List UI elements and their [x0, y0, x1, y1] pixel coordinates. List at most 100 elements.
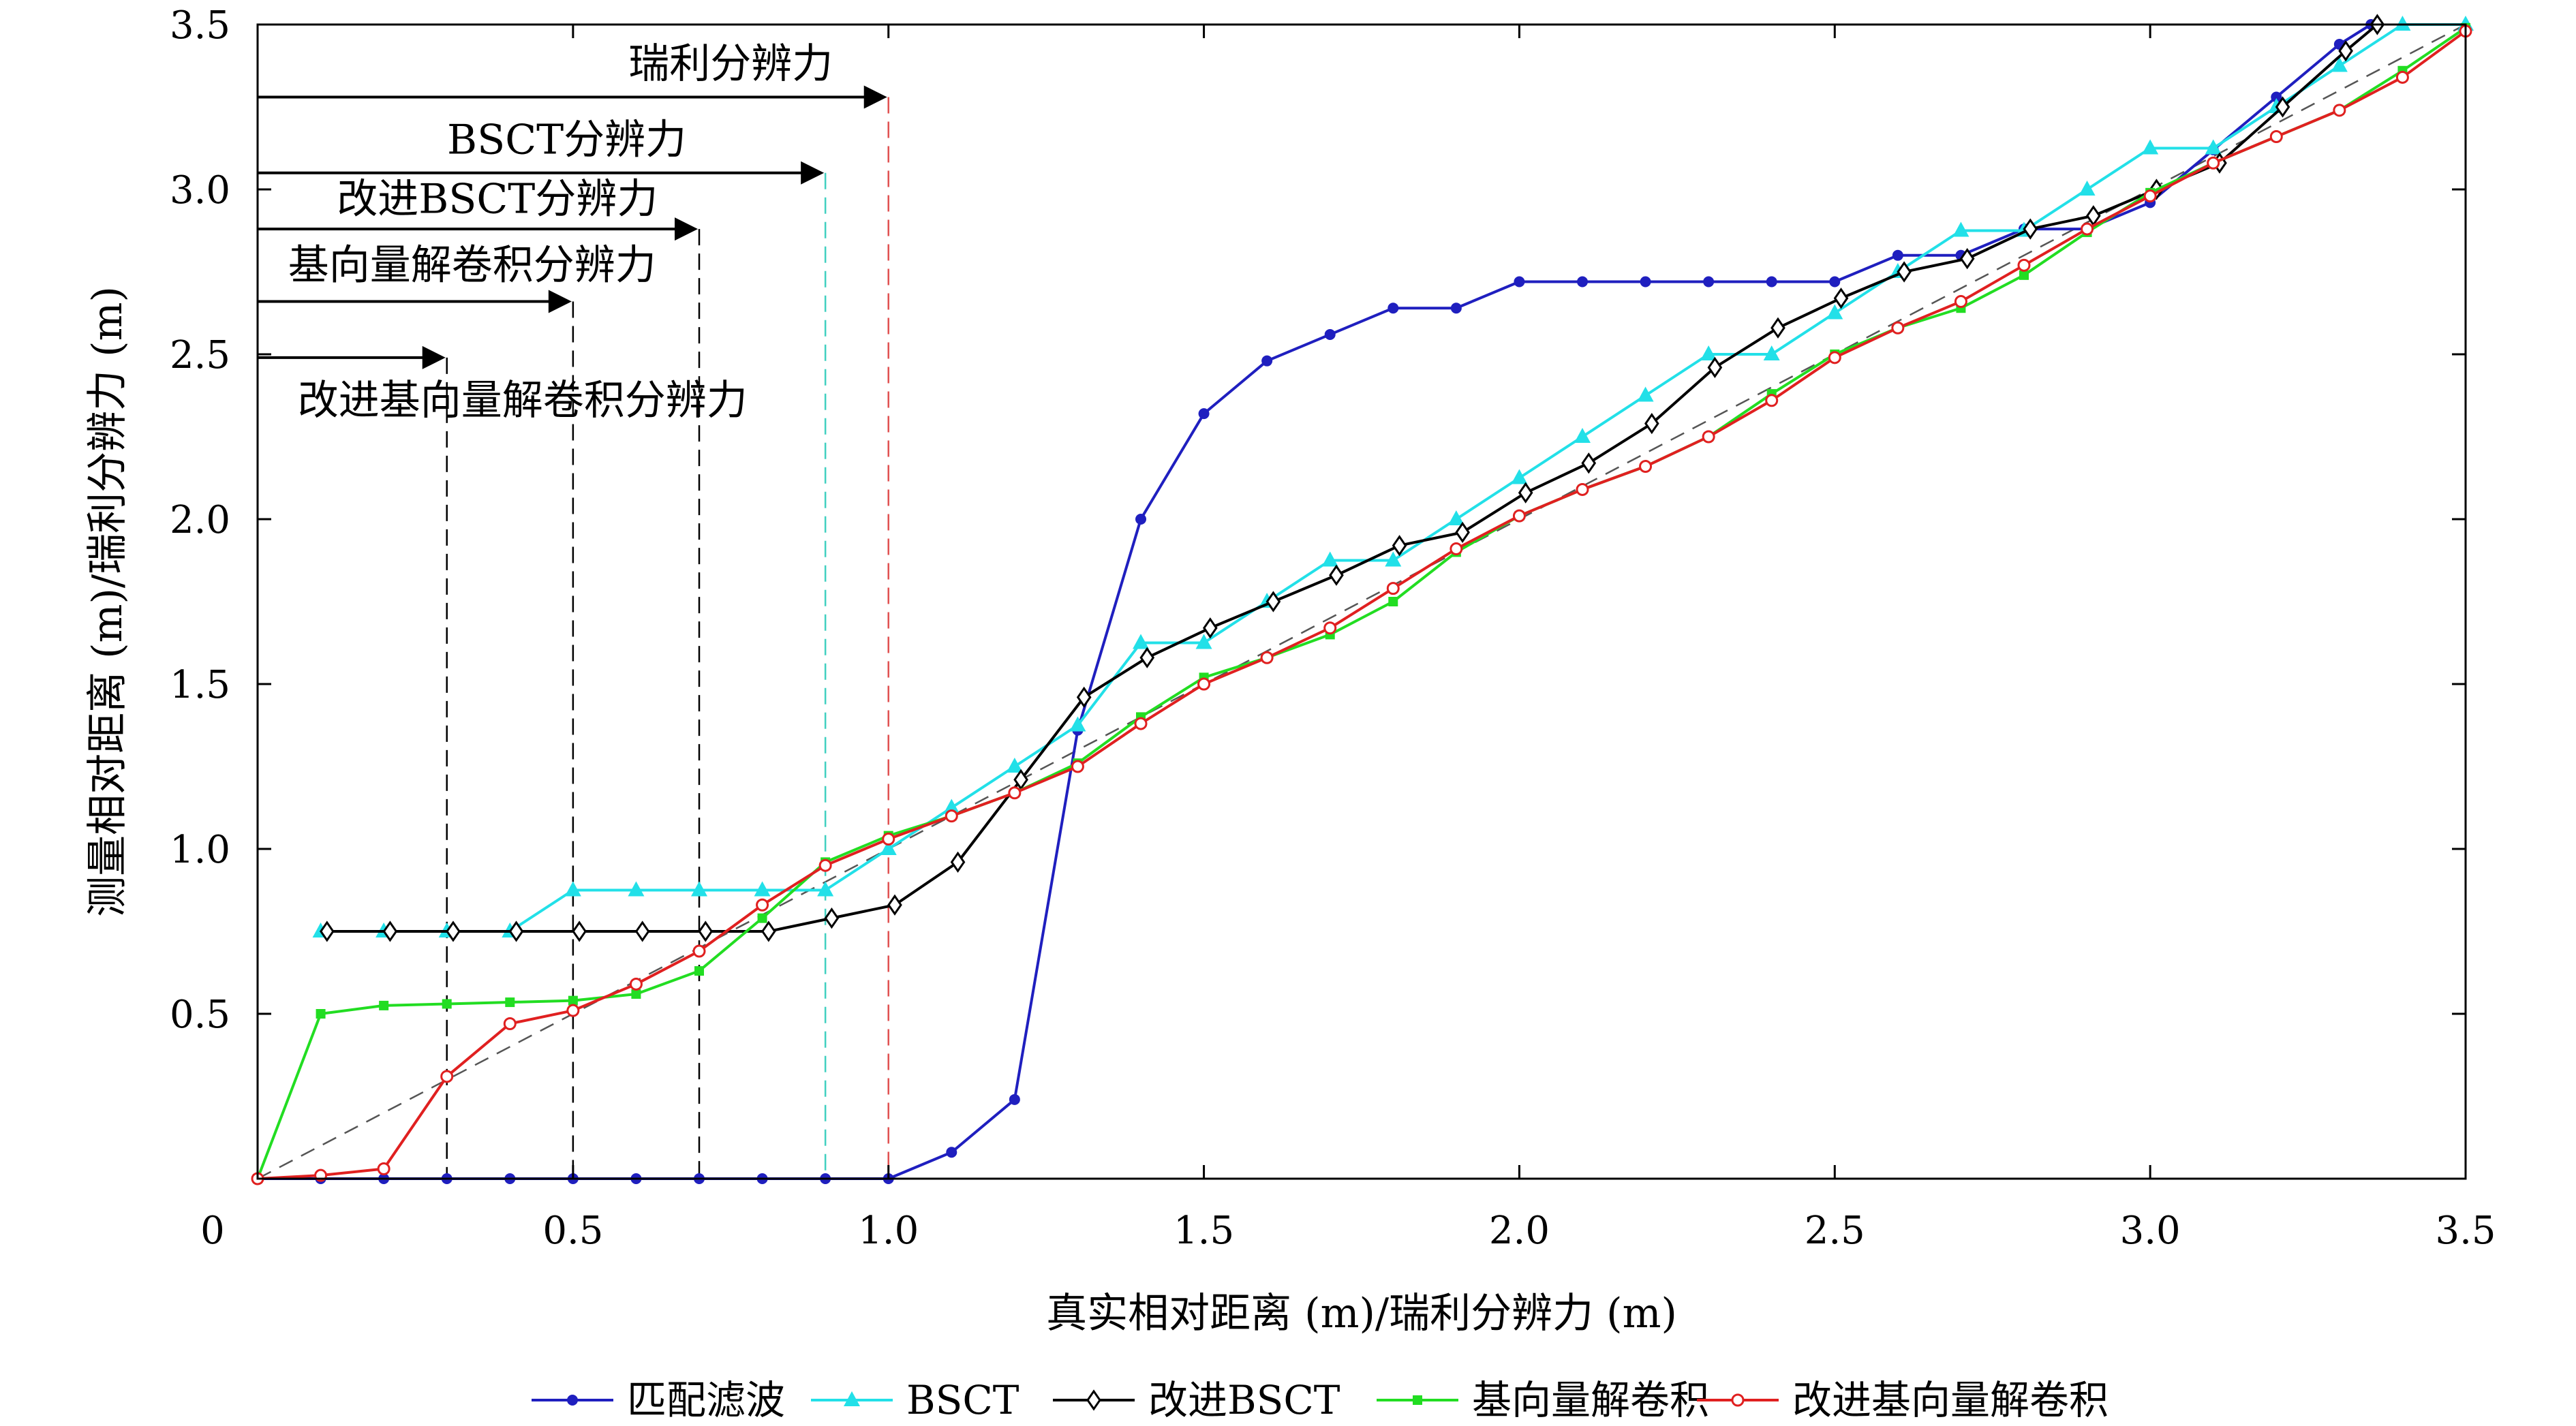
data-point	[1766, 276, 1777, 288]
series-line	[326, 23, 2378, 933]
data-point	[1576, 482, 1589, 496]
data-point	[1203, 617, 1218, 639]
data-point	[446, 920, 461, 942]
data-point	[1891, 321, 1905, 335]
data-point	[2275, 96, 2290, 118]
legend-label: 匹配滤波	[627, 1377, 785, 1423]
data-point	[1076, 686, 1092, 708]
data-point	[1133, 634, 1149, 649]
series-2	[320, 14, 2385, 942]
data-point	[2019, 270, 2029, 280]
data-point	[1008, 786, 1022, 800]
data-point	[2207, 156, 2220, 170]
data-point	[1707, 356, 1723, 378]
legend-swatch-marker	[1413, 1395, 1422, 1405]
data-point	[2394, 16, 2411, 31]
x-tick-label: 1.0	[858, 1209, 919, 1253]
data-point	[564, 881, 581, 897]
data-point	[2331, 57, 2348, 72]
data-point	[379, 1000, 389, 1010]
data-point	[316, 1009, 326, 1019]
data-point	[1387, 303, 1399, 314]
data-point	[1765, 394, 1779, 407]
y-tick-label: 1.5	[170, 663, 230, 707]
data-point	[943, 799, 960, 814]
data-point	[1511, 469, 1528, 484]
data-point	[508, 920, 524, 942]
legend-item: BSCT	[811, 1377, 1019, 1423]
legend-item: 改进BSCT	[1053, 1377, 1340, 1423]
data-point	[1266, 591, 1281, 613]
data-point	[1514, 276, 1525, 288]
data-point	[628, 881, 645, 897]
legend-swatch-marker	[1086, 1389, 1101, 1411]
data-point	[2271, 91, 2282, 103]
data-point	[1386, 582, 1400, 595]
legend-label: BSCT	[906, 1377, 1019, 1423]
data-point	[1329, 564, 1344, 586]
data-point	[1702, 430, 1715, 444]
resolution-label: 改进BSCT分辨力	[337, 176, 658, 223]
data-point	[2017, 258, 2031, 272]
data-point	[1581, 452, 1597, 474]
data-point	[1826, 304, 1843, 320]
data-point	[1703, 276, 1715, 288]
data-point	[1574, 428, 1591, 443]
x-tick-label: 2.5	[1805, 1209, 1865, 1253]
data-point	[1071, 760, 1084, 773]
y-axis-label: 测量相对距离 (m)/瑞利分辨力 (m)	[84, 286, 132, 917]
resolution-arrowhead	[801, 161, 825, 185]
data-point	[1959, 248, 1975, 270]
data-point	[1135, 514, 1146, 525]
legend-label: 改进基向量解卷积	[1792, 1377, 2109, 1423]
legend-swatch-marker	[1731, 1393, 1745, 1407]
data-point	[1392, 535, 1407, 557]
x-axis-label: 真实相对距离 (m)/瑞利分辨力 (m)	[1046, 1290, 1677, 1337]
y-tick-label: 3.5	[170, 3, 230, 48]
legend-label: 改进BSCT	[1148, 1377, 1340, 1423]
data-point	[1577, 276, 1588, 288]
data-point	[757, 913, 767, 923]
resolution-markers: 瑞利分辨力 BSCT分辨力改进BSCT分辨力基向量解卷积分辨力改进基向量解卷积分辨…	[258, 40, 889, 1179]
data-point	[1700, 345, 1717, 360]
resolution-arrowhead	[548, 290, 572, 313]
data-point	[1897, 261, 1912, 283]
data-point	[566, 1004, 580, 1017]
x-tick-label: 2.0	[1489, 1209, 1550, 1253]
data-point	[756, 898, 769, 912]
data-point	[817, 881, 834, 897]
series-line	[257, 30, 2467, 1180]
data-point	[761, 920, 776, 942]
data-point	[1833, 288, 1849, 309]
data-point	[1009, 1094, 1020, 1105]
data-point	[2269, 130, 2283, 144]
data-point	[1639, 460, 1653, 474]
data-point	[377, 1162, 390, 1175]
x-tick-label: 3.0	[2120, 1209, 2181, 1253]
data-point	[1447, 510, 1465, 525]
resolution-arrowhead	[422, 345, 446, 369]
data-point	[1197, 677, 1211, 691]
data-point	[1321, 551, 1338, 567]
series-layer	[251, 14, 2474, 1185]
data-point	[1134, 717, 1148, 730]
data-point	[2338, 40, 2353, 62]
data-point	[1455, 521, 1470, 543]
x-tick-label: 0	[200, 1209, 225, 1253]
resolution-arrowhead	[863, 85, 887, 109]
data-point	[634, 920, 650, 942]
data-point	[824, 908, 840, 929]
legend-label: 基向量解卷积	[1472, 1377, 1709, 1423]
data-point	[2205, 139, 2222, 155]
resolution-label: 基向量解卷积分辨力	[288, 241, 656, 289]
data-point	[945, 809, 958, 823]
data-point	[568, 995, 578, 1006]
data-point	[1139, 647, 1155, 668]
data-point	[692, 944, 706, 958]
data-point	[631, 989, 641, 999]
data-point	[1952, 221, 1969, 237]
data-point	[1828, 351, 1841, 365]
series-line	[256, 27, 2467, 1179]
data-point	[1260, 651, 1274, 664]
